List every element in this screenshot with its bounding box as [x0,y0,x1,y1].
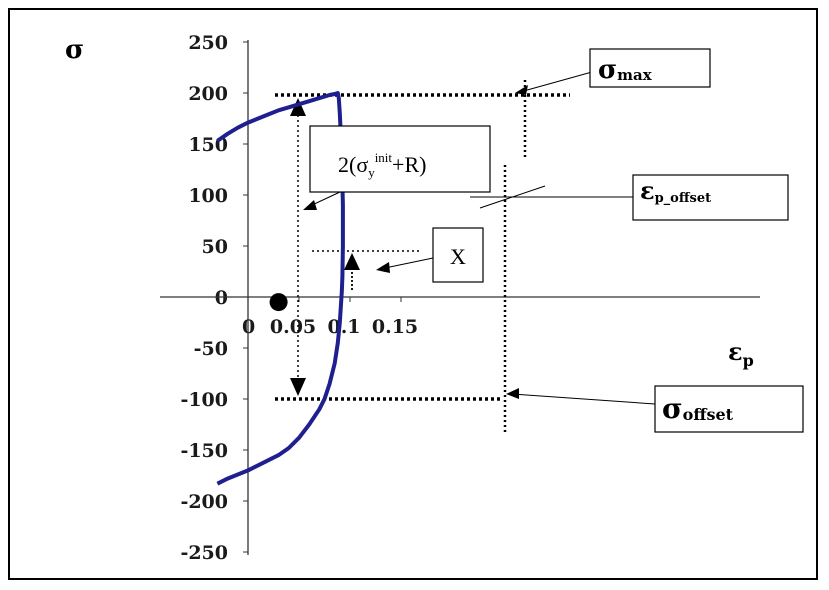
backstress-arrow-head [344,253,360,270]
figure-frame [8,8,818,580]
leader-sigma-max-head [515,85,528,95]
y-tick-label: -200 [180,491,228,513]
y-axis-label: σ [65,35,84,65]
x-box [432,227,484,283]
backstress-marker [269,293,288,312]
leader-sigma-offset [511,393,656,405]
y-tick-label: 200 [188,83,228,105]
amplitude-label: 2(σyinit+R) [338,150,426,180]
leader-x [384,257,434,269]
y-tick-label: 250 [188,32,228,54]
x-tick-label: 0.15 [372,316,418,338]
sigma-offset-label: σoffset [662,392,734,425]
eps-offset-box [632,174,789,221]
y-tick-label: 0 [215,287,228,309]
amplitude-arrow-up [290,98,306,116]
x-axis-label: εp [728,337,754,370]
hysteresis-curve [216,91,345,486]
y-tick-label: -50 [194,338,228,360]
y-tick-label: -100 [180,389,228,411]
y-tick-label: -250 [180,542,228,564]
y-tick-label: 100 [188,185,228,207]
y-tick-label: 50 [202,236,228,258]
x-tick-labels: 00.050.10.15 [242,297,418,338]
leader-sigma-max [519,71,593,93]
eps-offset-tick [479,185,546,209]
sigma-offset-box [654,385,804,433]
amplitude-arrow-down [290,378,306,396]
eps-offset-label: εp_offset [640,176,711,206]
y-tick-label: -150 [180,440,228,462]
sigma-max-box [589,48,711,88]
amplitude-box [309,125,491,193]
sigma-max-label: σmax [598,55,653,85]
x-tick-label: 0.05 [270,316,316,338]
leader-amplitude-head [303,200,317,210]
leader-sigma-offset-head [506,388,519,399]
x-tick-label: 0.1 [327,316,360,338]
x-label: X [450,244,466,269]
leader-x-head [376,262,390,273]
